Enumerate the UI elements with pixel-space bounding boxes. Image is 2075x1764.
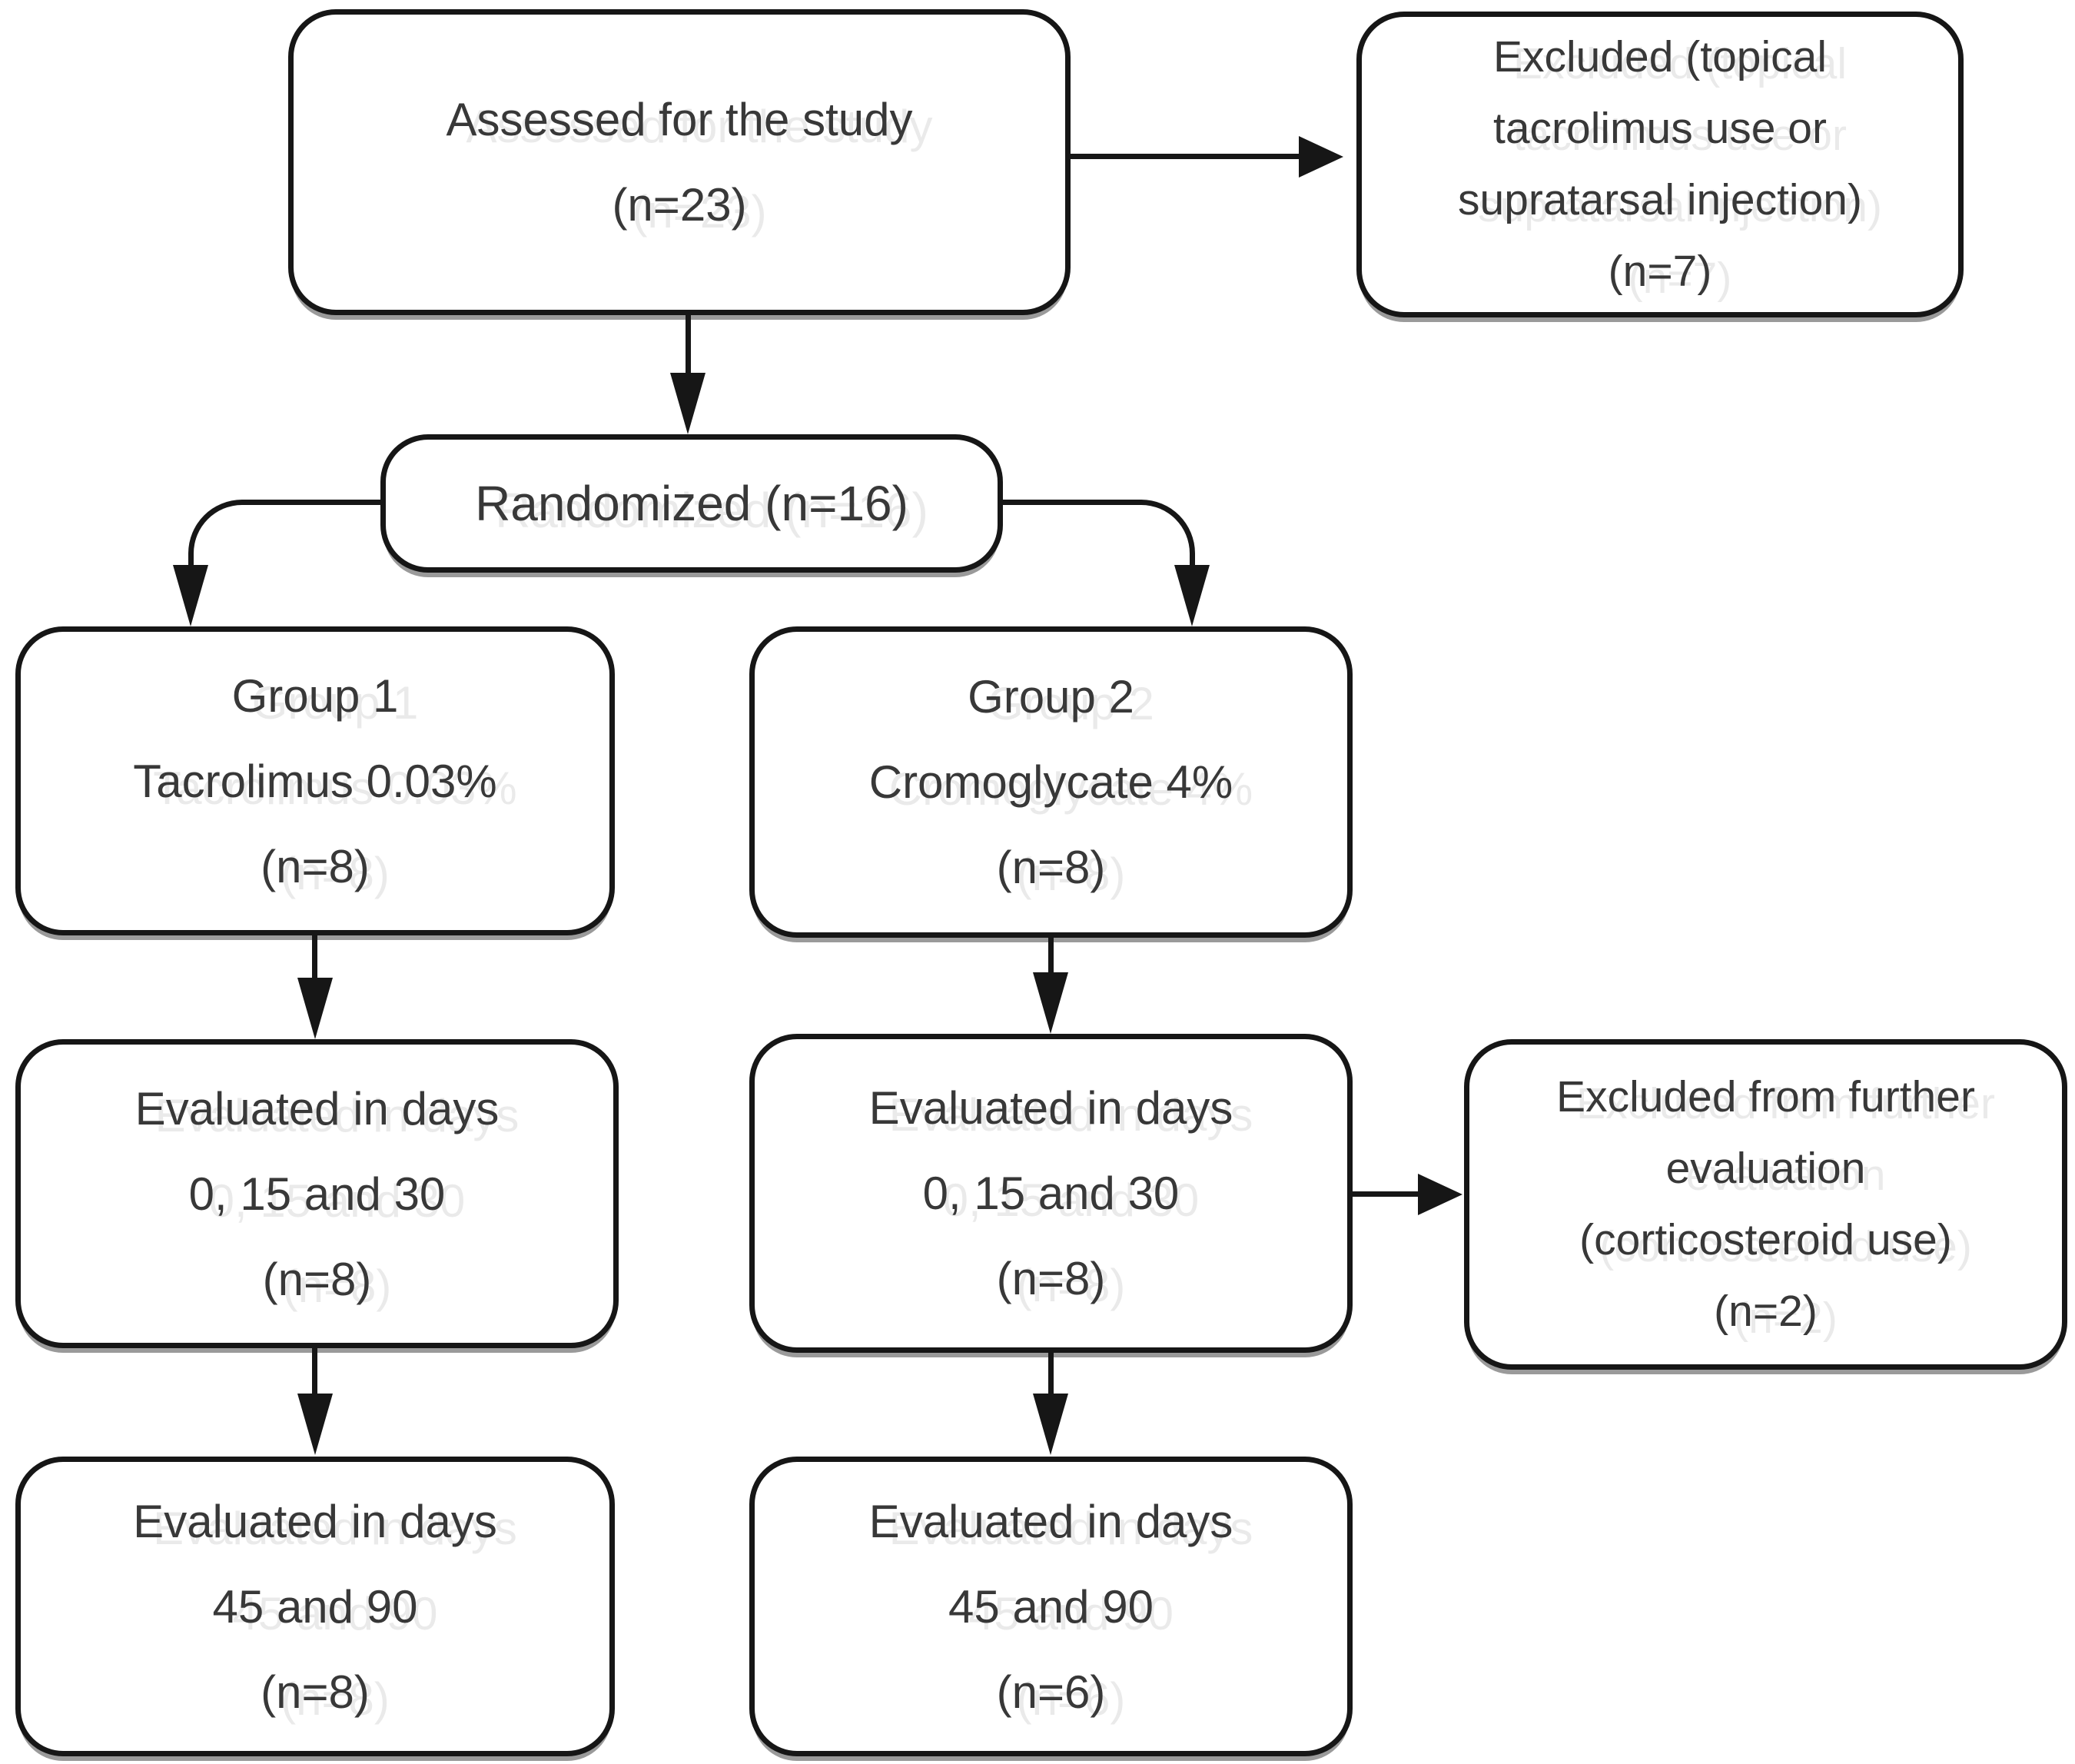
box-line: (n=2) <box>1714 1286 1818 1336</box>
connector-randomized-to-group1 <box>188 500 380 566</box>
connector-eval30-to-excluded-further <box>1353 1191 1422 1197</box>
box-evaluated-days-45-90-group1: Evaluated in days 45 and 90 (n=8) <box>15 1457 615 1756</box>
box-line: (n=8) <box>261 1666 370 1718</box>
box-line: 0, 15 and 30 <box>188 1168 446 1220</box>
connector-group2-to-eval30 <box>1048 938 1054 975</box>
box-randomized: Randomized (n=16) <box>380 434 1003 573</box>
box-line: (n=8) <box>996 842 1106 893</box>
box-line: (n=8) <box>262 1253 372 1305</box>
connector-eval30-to-eval90-group1 <box>312 1348 317 1396</box>
box-line: 45 and 90 <box>212 1580 418 1633</box>
arrowhead-down-icon <box>1033 972 1068 1034</box>
connector-group1-to-eval30 <box>312 935 317 980</box>
box-line: Cromoglycate 4% <box>868 756 1233 808</box>
arrowhead-right-icon <box>1299 136 1343 178</box>
connector-eval30-to-eval90-group2 <box>1048 1353 1054 1396</box>
box-line: Evaluated in days <box>868 1082 1233 1134</box>
arrowhead-down-icon <box>297 1394 333 1455</box>
box-line: (n=8) <box>261 840 370 892</box>
box-group1-tacrolimus: Group 1 Tacrolimus 0.03% (n=8) <box>15 626 615 935</box>
box-line: Tacrolimus 0.03% <box>133 755 497 807</box>
box-line: Evaluated in days <box>133 1495 497 1547</box>
box-line: 0, 15 and 30 <box>922 1168 1180 1219</box>
connector-randomized-to-group2 <box>1003 500 1195 566</box>
connector-assessed-to-randomized <box>686 315 691 375</box>
box-evaluated-days-45-90-group2: Evaluated in days 45 and 90 (n=6) <box>749 1457 1353 1756</box>
box-line: 45 and 90 <box>948 1580 1154 1633</box>
box-line: supratarsal injection) <box>1458 175 1862 224</box>
arrowhead-right-icon <box>1418 1174 1462 1215</box>
box-line: Evaluated in days <box>134 1082 500 1134</box>
box-line: (n=8) <box>996 1253 1106 1304</box>
box-line: (n=23) <box>612 179 747 231</box>
box-line: Assessed for the study <box>446 94 913 145</box>
box-evaluated-days-0-15-30-group2: Evaluated in days 0, 15 and 30 (n=8) <box>749 1034 1353 1353</box>
box-line: Excluded from further <box>1556 1072 1975 1122</box>
arrowhead-down-icon <box>173 565 208 626</box>
arrowhead-down-icon <box>670 373 706 434</box>
box-assessed-for-study: Assessed for the study (n=23) <box>288 9 1071 315</box>
box-line: Group 1 <box>231 669 399 722</box>
box-line: evaluation <box>1665 1144 1866 1194</box>
box-excluded-further-evaluation: Excluded from further evaluation (cortic… <box>1464 1039 2067 1370</box>
arrowhead-down-icon <box>1033 1394 1068 1455</box>
box-line: (n=6) <box>996 1666 1106 1718</box>
box-group2-cromoglycate: Group 2 Cromoglycate 4% (n=8) <box>749 626 1353 938</box>
box-evaluated-days-0-15-30-group1: Evaluated in days 0, 15 and 30 (n=8) <box>15 1039 619 1348</box>
box-line: tacrolimus use or <box>1493 104 1827 154</box>
box-excluded-initial: Excluded (topical tacrolimus use or supr… <box>1356 12 1964 317</box>
box-line: Evaluated in days <box>868 1495 1233 1547</box>
connector-assessed-to-excluded <box>1071 154 1301 159</box>
box-line: (n=7) <box>1608 246 1712 296</box>
arrowhead-down-icon <box>1174 565 1210 626</box>
box-line: Group 2 <box>968 671 1134 723</box>
box-line: Excluded (topical <box>1492 32 1828 82</box>
box-line: Randomized (n=16) <box>475 475 908 531</box>
box-line: (corticosteroid use) <box>1579 1215 1952 1264</box>
arrowhead-down-icon <box>297 978 333 1039</box>
